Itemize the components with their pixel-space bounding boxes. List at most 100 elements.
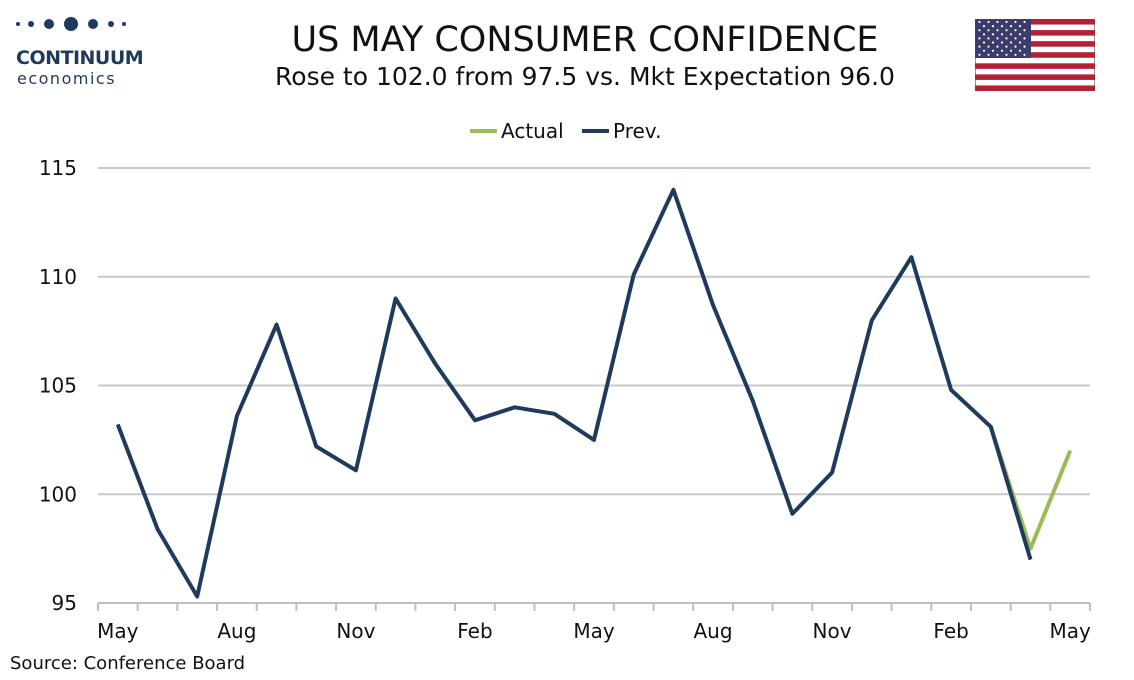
flag-star xyxy=(996,37,999,40)
flag-star xyxy=(1014,29,1017,32)
x-tick-label: Aug xyxy=(217,619,256,643)
flag-star xyxy=(1014,45,1017,48)
series-line-prev xyxy=(115,187,1033,599)
flag-star xyxy=(1023,45,1026,48)
flag-stripe xyxy=(975,74,1095,80)
flag-star xyxy=(996,53,999,56)
x-tick-label: Feb xyxy=(457,619,492,643)
flag-star xyxy=(996,45,999,48)
flag-star xyxy=(978,20,981,24)
flag-star xyxy=(1009,49,1013,52)
flag-star xyxy=(1005,37,1008,40)
flag-star xyxy=(987,45,990,48)
data-point xyxy=(950,389,952,391)
flag-star xyxy=(1005,45,1008,48)
flag-star xyxy=(987,29,990,32)
flag-stripe xyxy=(975,19,1095,25)
flag-star xyxy=(1023,37,1026,40)
x-tick-label: Nov xyxy=(813,619,852,643)
data-point xyxy=(355,469,357,471)
flag-star xyxy=(1009,25,1013,28)
flag-star xyxy=(1023,20,1026,24)
flag-star xyxy=(982,49,986,52)
flag-star xyxy=(982,25,986,28)
flag-star xyxy=(1005,20,1008,24)
flag-star xyxy=(1018,33,1022,36)
source-note: Source: Conference Board xyxy=(10,653,246,674)
data-point xyxy=(236,415,238,417)
flag-star xyxy=(982,33,986,36)
data-point xyxy=(434,363,436,365)
data-point xyxy=(553,413,555,415)
flag-star xyxy=(1000,49,1004,52)
data-point xyxy=(474,419,476,421)
flag-star xyxy=(1014,20,1017,24)
data-point xyxy=(791,513,793,515)
data-point xyxy=(1029,559,1031,560)
flag-stripe xyxy=(975,85,1095,91)
data-point xyxy=(712,304,714,306)
us-flag-icon xyxy=(975,19,1095,91)
data-point xyxy=(157,528,159,530)
data-point xyxy=(871,319,873,321)
data-point xyxy=(196,595,198,597)
flag-star xyxy=(1018,41,1022,44)
flag-star xyxy=(1000,41,1004,44)
flag-star xyxy=(1000,33,1004,36)
flag-star xyxy=(987,37,990,40)
flag-star xyxy=(987,20,990,24)
data-point xyxy=(831,472,833,473)
flag-star xyxy=(991,25,995,28)
data-point xyxy=(633,274,635,276)
data-point xyxy=(593,439,595,441)
data-point xyxy=(910,256,912,258)
logo-dots-icon xyxy=(16,17,126,31)
y-tick-label: 115 xyxy=(39,156,77,180)
continuum-logo: CONTINUUM economics xyxy=(14,14,144,88)
flag-star xyxy=(991,41,995,44)
chart-subtitle: Rose to 102.0 from 97.5 vs. Mkt Expectat… xyxy=(275,62,895,91)
flag-star xyxy=(1005,53,1008,56)
flag-star xyxy=(1009,33,1013,36)
data-point xyxy=(315,445,317,447)
data-point xyxy=(1029,548,1031,550)
flag-star xyxy=(1018,25,1022,28)
data-point xyxy=(514,406,516,408)
chart-title: US MAY CONSUMER CONFIDENCE xyxy=(291,20,879,60)
data-point xyxy=(276,324,278,326)
y-tick-label: 110 xyxy=(39,265,77,289)
flag-stripe xyxy=(975,41,1095,47)
flag-star xyxy=(991,49,995,52)
data-point xyxy=(117,424,119,426)
flag-star xyxy=(978,53,981,56)
flag-star xyxy=(991,33,995,36)
flag-star xyxy=(1014,53,1017,56)
flag-star xyxy=(1000,25,1004,28)
x-tick-label: May xyxy=(1049,619,1091,643)
data-point xyxy=(752,400,754,402)
flag-star xyxy=(982,41,986,44)
flag-star xyxy=(996,29,999,32)
flag-star xyxy=(996,20,999,24)
x-tick-label: May xyxy=(573,619,615,643)
flag-stripe xyxy=(975,30,1095,36)
series-line-actual xyxy=(988,426,1073,551)
x-tick-label: May xyxy=(97,619,139,643)
data-point xyxy=(395,298,397,299)
flag-star xyxy=(978,29,981,32)
y-tick-label: 105 xyxy=(39,374,77,398)
flag-star xyxy=(1023,53,1026,56)
data-point xyxy=(672,189,674,191)
flag-star xyxy=(1018,49,1022,52)
flag-star xyxy=(1014,37,1017,40)
legend-label: Actual xyxy=(501,119,564,143)
flag-stripe xyxy=(975,52,1095,58)
flag-star xyxy=(1023,29,1026,32)
logo-wordmark: CONTINUUM xyxy=(16,47,144,69)
x-tick-label: Aug xyxy=(694,619,733,643)
data-point xyxy=(1069,450,1071,452)
y-tick-label: 100 xyxy=(39,482,77,506)
y-tick-label: 95 xyxy=(52,591,77,615)
logo-subtitle: economics xyxy=(17,69,117,88)
